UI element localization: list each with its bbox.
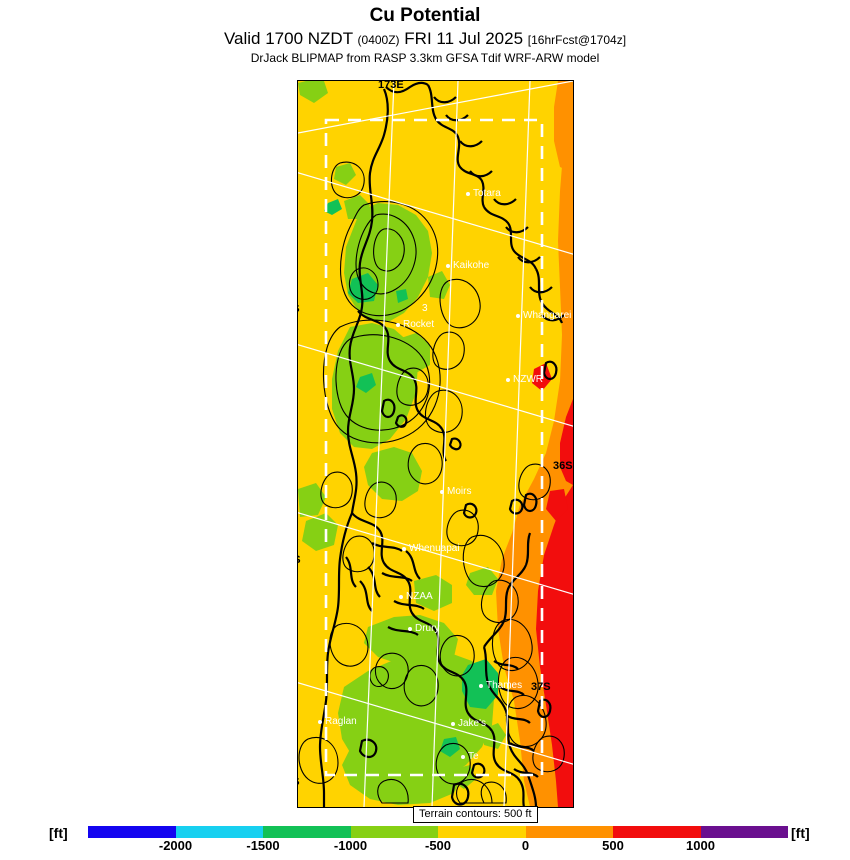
colorbar-tick-0: 0 bbox=[521, 838, 530, 853]
grid-label-173E-0: 173E bbox=[378, 80, 404, 91]
grid-label-38S-6: 38S bbox=[298, 776, 300, 788]
colorbar-tick--2000: -2000 bbox=[158, 838, 193, 853]
station-dot-totara bbox=[466, 192, 470, 196]
colorbar-tick-1000: 1000 bbox=[686, 838, 715, 853]
colorbar-unit-right: [ft] bbox=[791, 825, 810, 841]
station-dot-moirs bbox=[440, 490, 444, 494]
grid-label-37S-5: 37S bbox=[531, 681, 551, 693]
grid-label-36S-3: 36S bbox=[553, 460, 573, 472]
station-dot-jake-s bbox=[451, 722, 455, 726]
terrain-contour-note: Terrain contours: 500 ft bbox=[413, 806, 538, 823]
station-dot-te bbox=[461, 755, 465, 759]
colorbar-tick-500: 500 bbox=[602, 838, 624, 853]
colorbar-swatch-4 bbox=[438, 826, 526, 838]
map-raster bbox=[298, 81, 573, 807]
valid-time-line: Valid 1700 NZDT (0400Z) FRI 11 Jul 2025 … bbox=[0, 29, 850, 49]
station-dot-raglan bbox=[318, 720, 322, 724]
forecast-hour-tag: [16hrFcst@1704z] bbox=[527, 33, 627, 47]
header-block: Cu Potential Valid 1700 NZDT (0400Z) FRI… bbox=[0, 0, 850, 65]
station-dot-thames bbox=[479, 684, 483, 688]
forecast-map[interactable]: Totara Kaikohe Rocket Whangarei NZWR Moirs Whe… bbox=[297, 80, 574, 808]
colorbar-swatch-6 bbox=[613, 826, 701, 838]
colorbar-tick--1000: -1000 bbox=[333, 838, 368, 853]
station-dot-kaikohe bbox=[446, 264, 450, 268]
station-dot-whangarei bbox=[516, 314, 520, 318]
valid-time-date: FRI 11 Jul 2025 bbox=[404, 29, 524, 48]
colorbar-swatch-7 bbox=[700, 826, 788, 838]
station-dot-whenuapai bbox=[402, 547, 406, 551]
colorbar-swatch-1 bbox=[175, 826, 263, 838]
page-title: Cu Potential bbox=[369, 5, 481, 26]
colorbar-unit-left: [ft] bbox=[49, 825, 68, 841]
colorbar-swatch-0 bbox=[88, 826, 176, 838]
colorbar-tick--1500: -1500 bbox=[246, 838, 280, 853]
grid-label-37S-4: 37S bbox=[298, 554, 301, 566]
colorbar-swatch-5 bbox=[525, 826, 613, 838]
colorbar-swatch-2 bbox=[263, 826, 351, 838]
station-dot-nzwr bbox=[506, 378, 510, 382]
grid-label-36S-2: 36S bbox=[298, 303, 300, 315]
colorbar: [ft] [ft] -2000 -1500 -1000 -500 0 500 1000 bbox=[0, 824, 850, 860]
valid-time-zulu: (0400Z) bbox=[357, 33, 400, 47]
station-dot-drury bbox=[408, 627, 412, 631]
colorbar-tick--500: -500 bbox=[424, 838, 452, 853]
colorbar-tick-labels: -2000 -1500 -1000 -500 0 500 1000 bbox=[88, 838, 788, 858]
valid-time-main: Valid 1700 NZDT bbox=[223, 29, 353, 48]
station-dot-nzaa bbox=[399, 595, 403, 599]
station-dot-rocket bbox=[396, 323, 400, 327]
colorbar-swatches bbox=[88, 826, 788, 838]
colorbar-swatch-3 bbox=[350, 826, 438, 838]
model-source-line: DrJack BLIPMAP from RASP 3.3km GFSA Tdif… bbox=[250, 51, 600, 65]
